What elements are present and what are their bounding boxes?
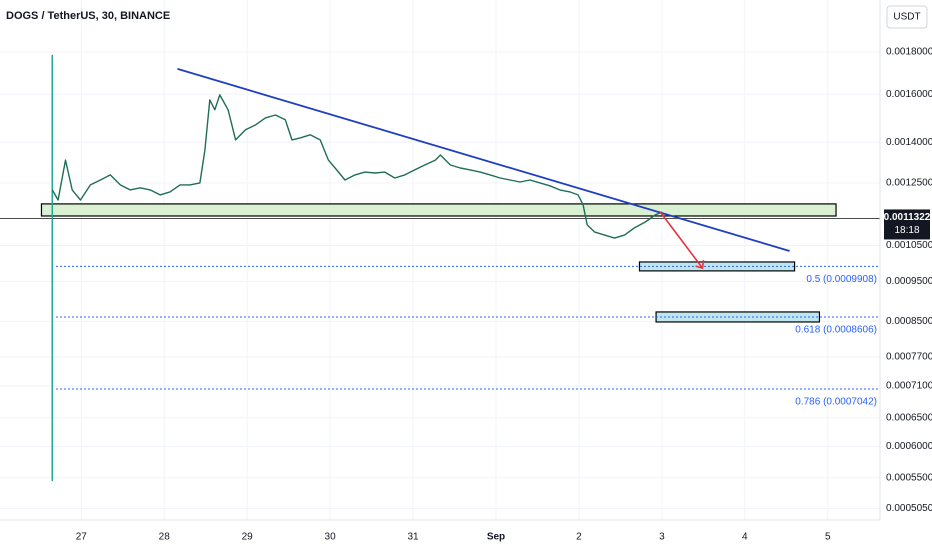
x-tick-label: 4 [742,532,748,543]
countdown: 18:18 [894,225,919,236]
grid [0,0,880,520]
y-tick-label: 0.0012500 [886,178,932,189]
y-tick-label: 0.0005500 [886,472,932,483]
y-tick-label: 0.0009500 [886,276,932,287]
fib-label: 0.786 (0.0007042) [795,397,877,408]
y-tick-label: 0.0007100 [886,381,932,392]
x-tick-label: 27 [76,532,88,543]
last-price-tag [884,209,930,240]
y-tick-label: 0.0005050 [886,503,932,514]
x-tick-label: 30 [325,532,337,543]
fib-label: 0.618 (0.0008606) [795,325,877,336]
marks [0,54,880,482]
x-tick-label: Sep [487,532,505,543]
y-tick-label: 0.0006500 [886,412,932,423]
y-tick-label: 0.0007700 [886,352,932,363]
price-line [51,94,663,239]
last-price-label: 0.0011322 [884,212,931,223]
currency[interactable]: USDT [893,12,920,23]
currency-box[interactable] [886,5,928,29]
zone [40,203,837,217]
x-tick-label: 3 [659,532,665,543]
x-tick-label: 31 [407,532,419,543]
arrow [659,211,704,269]
y-tick-label: 0.0008500 [886,316,932,327]
y-tick-label: 0.0010500 [886,240,932,251]
y-tick-label: 0.0018000 [886,47,932,58]
y-tick-label: 0.0016000 [886,89,932,100]
x-tick-label: 28 [159,532,171,543]
chart-title: DOGS / TetherUS, 30, BINANCE [6,10,170,22]
arrow-head [695,260,705,270]
fib-label: 0.5 (0.0009908) [806,274,877,285]
x-tick-label: 2 [576,532,582,543]
x-tick-label: 5 [825,532,831,543]
y-tick-label: 0.0014000 [886,137,932,148]
labels: 0.0018000 0.0016000 0.0014000 0.0012500 0.00… [76,47,932,543]
y-tick-label: 0.0006000 [886,441,932,452]
x-tick-label: 29 [242,532,254,543]
trendline [177,68,790,252]
